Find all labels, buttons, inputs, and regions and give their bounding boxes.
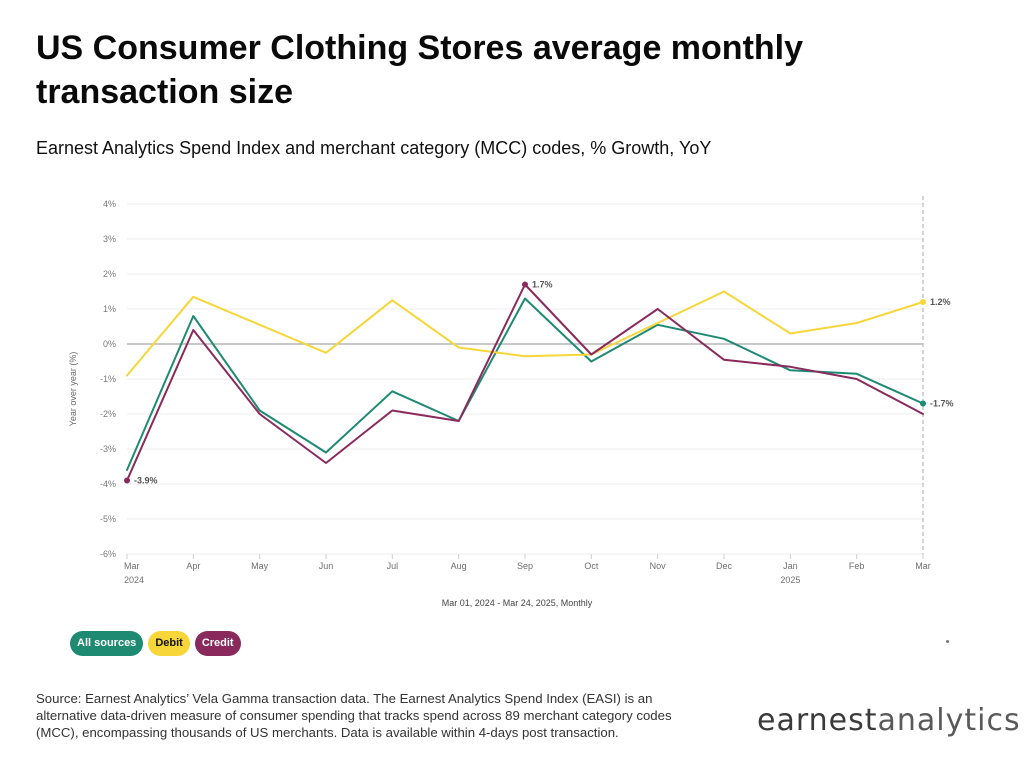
y-tick-label: 4% [103,199,116,209]
x-tick-label: Nov [650,561,667,571]
legend-all-sources-toggle[interactable]: All sources [70,631,144,656]
earnest-analytics-logo: earnestanalytics [757,703,1021,738]
y-tick-label: 0% [103,339,116,349]
series-line-credit [126,283,924,482]
y-tick-label: -2% [100,409,116,419]
gridlines [127,196,924,555]
x-tick-label: May [251,561,269,571]
x-tick-label: Aug [451,561,467,571]
end-label-debit: 1.2% [930,297,951,307]
logo-word-earnest: earnest [757,703,878,738]
source-note: Source: Earnest Analytics’ Vela Gamma tr… [36,691,672,740]
legend-debit-toggle[interactable]: Debit [148,631,190,656]
y-tick-label: 3% [103,234,116,244]
y-tick-label: -5% [100,514,116,524]
point-label-credit: -3.9% [134,476,158,486]
x-year-label: 2025 [780,575,800,585]
series-line-all-sources [126,297,924,471]
chart-subtitle: Earnest Analytics Spend Index and mercha… [36,138,712,158]
menu-dot-icon [946,640,949,643]
end-point-all-sources [920,400,926,407]
y-tick-label: -3% [100,444,116,454]
y-tick-label: -1% [100,374,116,384]
x-tick-label: Mar [915,561,931,571]
x-tick-label: Jan [783,561,798,571]
end-point-debit [920,299,926,305]
x-year-label: 2024 [124,575,144,585]
y-axis-title: Year over year (%) [68,352,78,427]
x-tick-label: Feb [849,561,865,571]
end-label-all-sources: -1.7% [930,399,954,409]
x-tick-label: Mar [124,561,140,571]
point-marker-credit [124,477,130,484]
series-lines [126,283,924,482]
y-tick-label: -6% [100,549,116,559]
x-tick-label: Oct [584,561,599,571]
x-tick-label: Jun [319,561,334,571]
y-tick-label: 1% [103,304,116,314]
line-chart: 4% 3% 2% 1% 0% -1% -2% -3% -4% -5% -6% Mar 2024 Apr Ma… [68,196,954,608]
x-tick-label: Apr [186,561,200,571]
point-label-credit: 1.7% [532,280,553,290]
y-tick-label: -4% [100,479,116,489]
x-tick-label: Dec [716,561,733,571]
axes: 4% 3% 2% 1% 0% -1% -2% -3% -4% -5% -6% Mar 2024 Apr Ma… [68,199,931,608]
logo-word-analytics: analytics [877,703,1021,738]
x-tick-label: Jul [387,561,399,571]
series-line-debit [126,290,924,377]
x-tick-label: Sep [517,561,533,571]
y-tick-label: 2% [103,269,116,279]
x-axis-title: Mar 01, 2024 - Mar 24, 2025, Monthly [442,598,593,608]
chart-title: US Consumer Clothing Stores average mont… [36,29,804,111]
legend-credit-toggle[interactable]: Credit [194,631,241,656]
legend: All sources Debit Credit [70,631,241,656]
point-marker-credit [522,281,528,288]
data-labels: -1.7% 1.2% -3.9% 1.7% [124,280,954,486]
